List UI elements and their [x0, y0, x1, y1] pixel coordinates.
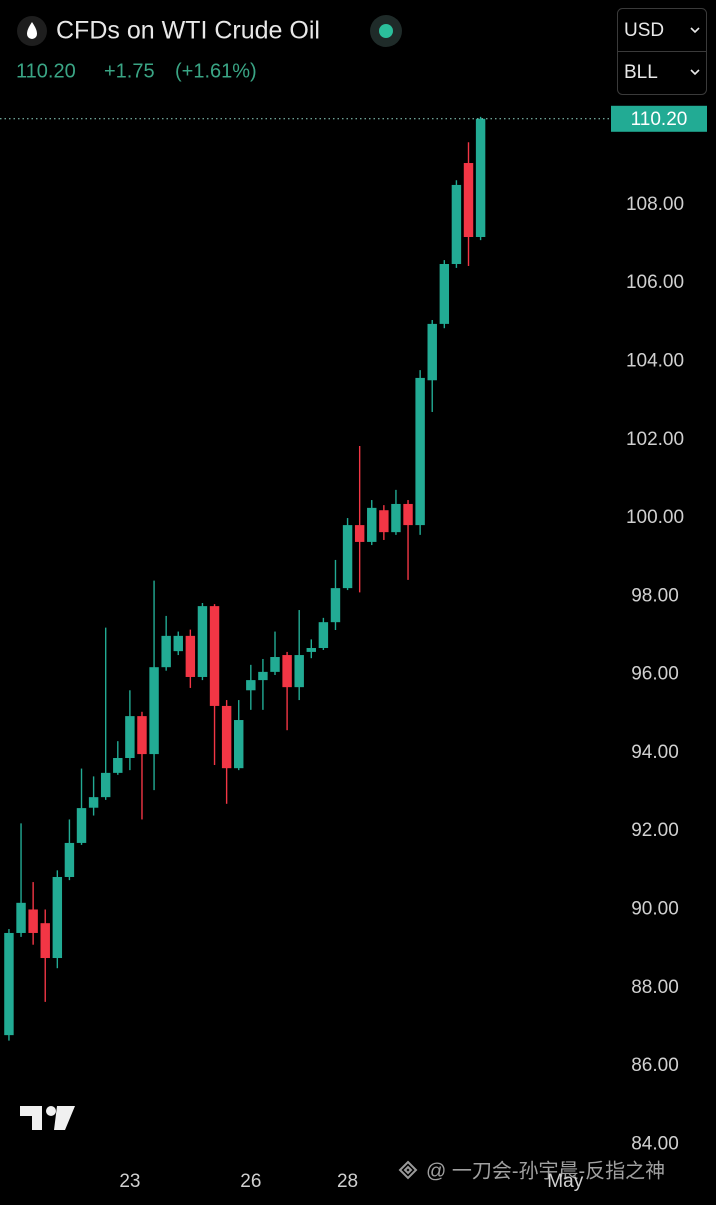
unit-selector[interactable]: BLL: [624, 62, 658, 83]
y-tick-label: 100.00: [626, 507, 684, 528]
plot-area: 84.00 86.00 88.00 90.00 92.00 94.00 96.00 98.00…: [0, 105, 707, 1192]
candle-body: [354, 525, 365, 542]
price: 110.20: [16, 60, 76, 82]
x-tick-label: May: [547, 1171, 583, 1192]
candle-body: [330, 588, 341, 623]
y-tick-label: 104.00: [626, 350, 684, 371]
y-tick-label: 96.00: [631, 664, 679, 685]
candle-body: [234, 720, 244, 769]
candle-body: [173, 635, 183, 652]
x-tick-label: 26: [240, 1171, 261, 1192]
last-price-label: 110.20: [631, 109, 688, 130]
candle-body: [342, 525, 353, 589]
candle-body: [258, 671, 268, 681]
chart-title: CFDs on WTI Crude Oil: [56, 17, 320, 45]
candle-body: [125, 716, 135, 758]
candle-body: [294, 655, 304, 688]
y-tick-label: 102.00: [626, 429, 684, 450]
candle-body: [113, 757, 123, 773]
candle-body: [137, 716, 147, 755]
candle-body: [100, 772, 111, 798]
candle-body: [76, 808, 87, 843]
chevron: [690, 27, 700, 34]
candle-body: [415, 377, 425, 526]
candle-body: [391, 503, 401, 533]
candle-body: [4, 932, 14, 1036]
change-percent: (+1.61%): [175, 60, 257, 82]
candle-body: [221, 705, 232, 769]
watermark-logo: [398, 1160, 418, 1180]
candle-body: [403, 503, 413, 526]
candle-body: [149, 667, 159, 755]
currency-selector[interactable]: USD: [624, 20, 664, 41]
candle-body: [318, 622, 329, 649]
y-tick-label: 88.00: [631, 977, 679, 998]
candle-body: [306, 648, 317, 652]
x-tick-label: 28: [337, 1171, 358, 1192]
candle-body: [439, 264, 450, 324]
y-tick-label: 94.00: [631, 742, 679, 763]
status-dot: [379, 24, 393, 38]
y-tick-label: 90.00: [631, 898, 679, 919]
y-tick-label: 106.00: [626, 272, 684, 293]
candle-body: [161, 635, 171, 668]
last-price-badge: [611, 105, 707, 132]
candle-body: [367, 507, 377, 542]
x-tick-label: 23: [119, 1171, 140, 1192]
candle-body: [16, 902, 26, 933]
candle-body: [270, 657, 280, 672]
y-tick-label: 92.00: [631, 820, 679, 841]
candle-body: [88, 797, 99, 808]
change: +1.75: [104, 60, 155, 82]
candle-body: [209, 606, 220, 706]
candle-body: [64, 842, 75, 877]
y-tick-label: 84.00: [631, 1133, 679, 1154]
candle-body: [451, 184, 462, 265]
candle-body: [475, 118, 486, 238]
y-tick-label: 86.00: [631, 1055, 679, 1076]
chevron: [690, 69, 700, 76]
candle-body: [379, 510, 389, 533]
candle-body: [197, 606, 208, 677]
candle-body: [427, 323, 437, 381]
oil-drop-icon: [27, 22, 37, 39]
candle-body: [40, 923, 50, 959]
candle-body: [185, 635, 196, 677]
y-tick-label: 98.00: [631, 585, 679, 606]
tradingview-logo: [20, 1106, 75, 1130]
candle-body: [52, 876, 63, 959]
candle-body: [282, 655, 292, 688]
candle-body: [28, 909, 38, 933]
watermark: @ 一刀会-孙宇晨-反指之神: [426, 1159, 665, 1182]
y-tick-label: 108.00: [626, 194, 684, 215]
candle-body: [246, 680, 256, 691]
candle-body: [463, 163, 474, 238]
